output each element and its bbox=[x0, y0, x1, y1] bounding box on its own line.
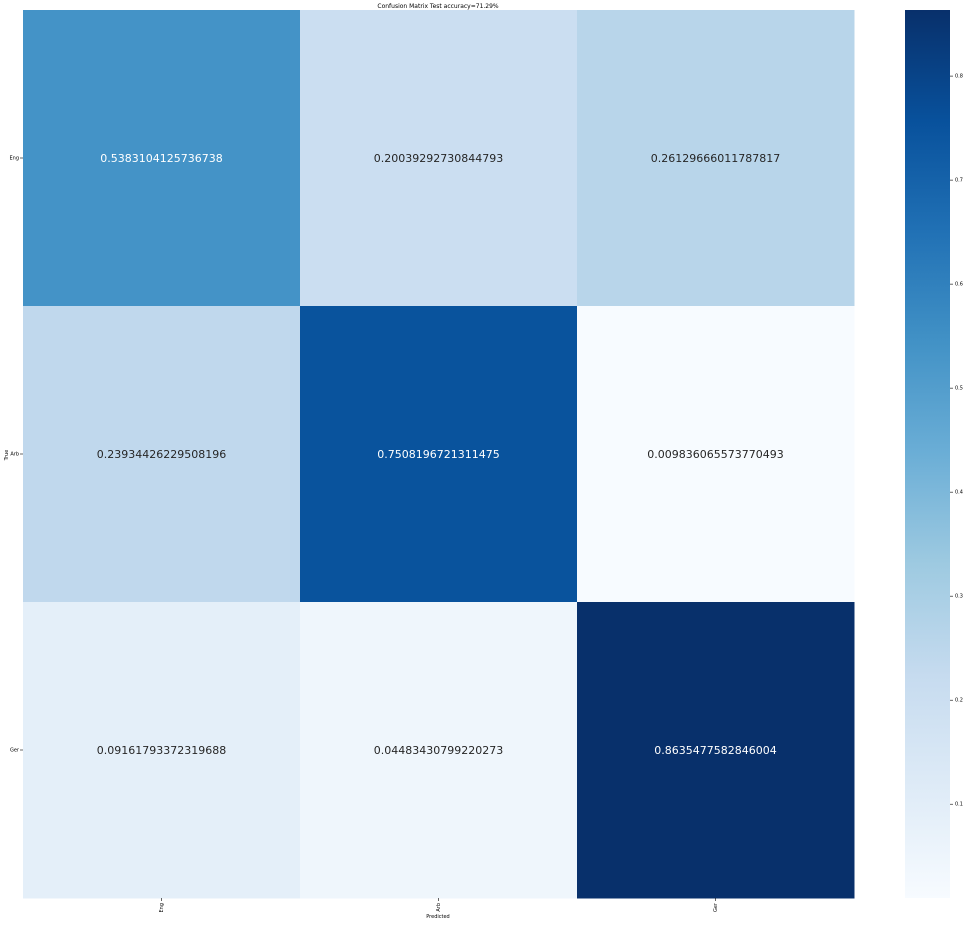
colorbar-tick-label: 0.4 bbox=[955, 490, 963, 496]
x-axis-label: Predicted bbox=[426, 914, 449, 920]
heatmap-cell bbox=[23, 10, 301, 307]
heatmap-cells bbox=[23, 10, 855, 899]
heatmap-cell-value: 0.09161793372319688 bbox=[97, 744, 226, 757]
colorbar-tick-label: 0.3 bbox=[955, 594, 963, 600]
y-tick-label: Eng bbox=[9, 156, 19, 162]
heatmap-cell-value: 0.20039292730844793 bbox=[374, 152, 503, 165]
colorbar-tick-label: 0.6 bbox=[955, 282, 963, 288]
heatmap-cell bbox=[23, 306, 301, 603]
y-axis-label: True bbox=[4, 450, 10, 462]
x-axis: Eng Arb Ger bbox=[159, 898, 719, 913]
colorbar-tick-label: 0.8 bbox=[955, 74, 963, 80]
heatmap-cell bbox=[577, 602, 855, 899]
heatmap-cell-value: 0.7508196721311475 bbox=[377, 448, 499, 461]
x-tick-label: Arb bbox=[436, 903, 442, 912]
heatmap-cell bbox=[300, 602, 578, 899]
colorbar-tick-label: 0.1 bbox=[955, 802, 963, 808]
heatmap-cell-value: 0.26129666011787817 bbox=[651, 152, 780, 165]
y-axis: Eng Arb Ger bbox=[9, 156, 23, 754]
heatmap-cell bbox=[577, 306, 855, 603]
colorbar-tick-label: 0.5 bbox=[955, 386, 963, 392]
heatmap-cell-labels: 0.5383104125736738 0.20039292730844793 0.2… bbox=[97, 152, 784, 757]
heatmap-cell bbox=[300, 10, 578, 307]
heatmap-cell-value: 0.8635477582846004 bbox=[654, 744, 776, 757]
heatmap-cell-value: 0.23934426229508196 bbox=[97, 448, 226, 461]
colorbar-tick-label: 0.2 bbox=[955, 698, 963, 704]
heatmap-cell bbox=[577, 10, 855, 307]
heatmap-cell-value: 0.04483430799220273 bbox=[374, 744, 503, 757]
heatmap-cell-value: 0.5383104125736738 bbox=[100, 152, 222, 165]
x-tick-label: Eng bbox=[159, 903, 165, 913]
y-tick-label: Ger bbox=[10, 748, 20, 754]
colorbar-ticks: 0.1 0.2 0.3 0.4 0.5 0.6 0.7 0.8 bbox=[950, 74, 963, 808]
colorbar-tick-label: 0.7 bbox=[955, 178, 963, 184]
colorbar bbox=[905, 10, 950, 898]
heatmap-cell-value: 0.009836065573770493 bbox=[647, 448, 783, 461]
heatmap-cell bbox=[300, 306, 578, 603]
heatmap-cell bbox=[23, 602, 301, 899]
chart-title: Confusion Matrix Test accuracy=71.29% bbox=[377, 3, 499, 10]
x-tick-label: Ger bbox=[713, 902, 719, 912]
y-tick-label: Arb bbox=[10, 452, 19, 458]
